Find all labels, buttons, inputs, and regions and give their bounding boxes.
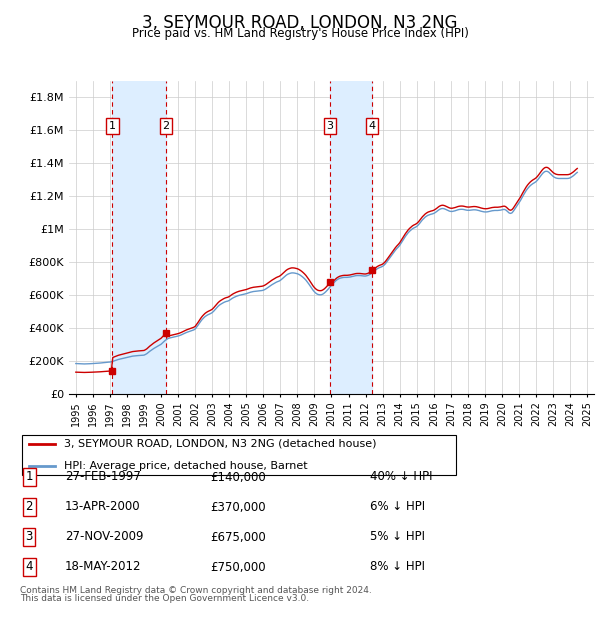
Text: Contains HM Land Registry data © Crown copyright and database right 2024.: Contains HM Land Registry data © Crown c… bbox=[20, 585, 371, 595]
Text: 4: 4 bbox=[368, 121, 376, 131]
Text: 18-MAY-2012: 18-MAY-2012 bbox=[65, 560, 142, 574]
Text: 2: 2 bbox=[25, 500, 33, 513]
Text: 13-APR-2000: 13-APR-2000 bbox=[65, 500, 140, 513]
Text: 1: 1 bbox=[25, 471, 33, 484]
Text: 1: 1 bbox=[109, 121, 116, 131]
Text: 8% ↓ HPI: 8% ↓ HPI bbox=[370, 560, 425, 574]
Text: 27-FEB-1997: 27-FEB-1997 bbox=[65, 471, 141, 484]
Text: 40% ↓ HPI: 40% ↓ HPI bbox=[370, 471, 433, 484]
Text: Price paid vs. HM Land Registry's House Price Index (HPI): Price paid vs. HM Land Registry's House … bbox=[131, 27, 469, 40]
Text: 27-NOV-2009: 27-NOV-2009 bbox=[65, 531, 143, 544]
Text: 5% ↓ HPI: 5% ↓ HPI bbox=[370, 531, 425, 544]
Text: HPI: Average price, detached house, Barnet: HPI: Average price, detached house, Barn… bbox=[64, 461, 307, 471]
Text: 2: 2 bbox=[163, 121, 170, 131]
Text: £750,000: £750,000 bbox=[210, 560, 266, 574]
Text: 4: 4 bbox=[25, 560, 33, 574]
Text: £140,000: £140,000 bbox=[210, 471, 266, 484]
Bar bbox=[112, 81, 166, 394]
Text: £370,000: £370,000 bbox=[210, 500, 266, 513]
Text: 3: 3 bbox=[326, 121, 334, 131]
Text: £675,000: £675,000 bbox=[210, 531, 266, 544]
Text: 3, SEYMOUR ROAD, LONDON, N3 2NG (detached house): 3, SEYMOUR ROAD, LONDON, N3 2NG (detache… bbox=[64, 439, 376, 449]
Text: 6% ↓ HPI: 6% ↓ HPI bbox=[370, 500, 425, 513]
Text: 3, SEYMOUR ROAD, LONDON, N3 2NG: 3, SEYMOUR ROAD, LONDON, N3 2NG bbox=[142, 14, 458, 32]
Text: This data is licensed under the Open Government Licence v3.0.: This data is licensed under the Open Gov… bbox=[20, 594, 309, 603]
Text: 3: 3 bbox=[26, 531, 33, 544]
FancyBboxPatch shape bbox=[22, 435, 455, 475]
Bar bbox=[330, 81, 372, 394]
